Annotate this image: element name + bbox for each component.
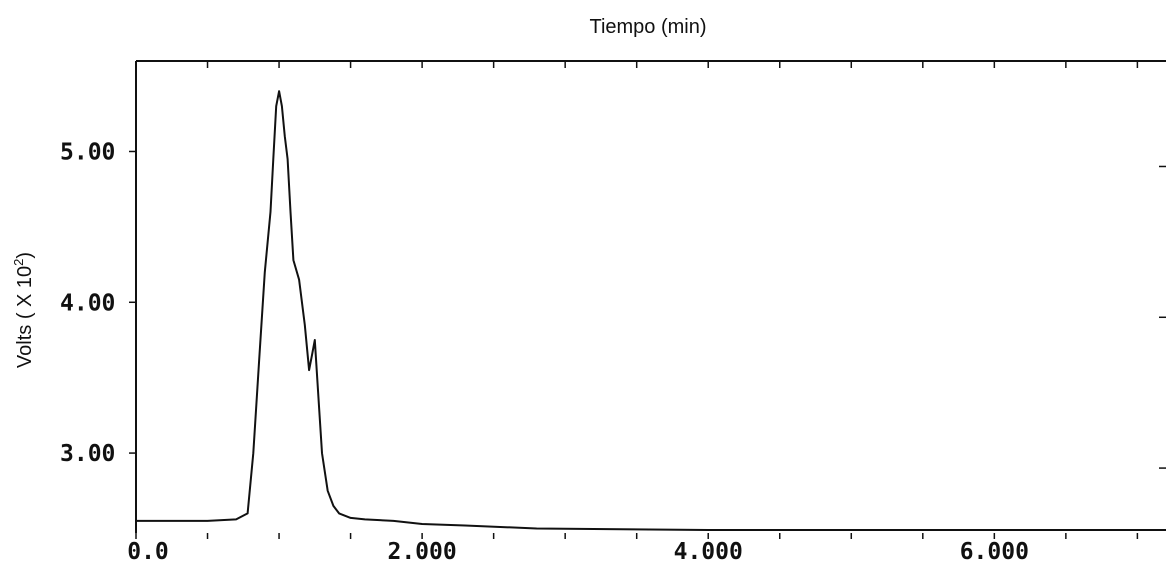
y-axis-title-close: ) bbox=[14, 252, 36, 259]
y-axis-title-exponent: 2 bbox=[11, 259, 26, 266]
x-tick-label: 6.000 bbox=[960, 539, 1029, 565]
x-tick-label: 2.000 bbox=[387, 539, 456, 565]
x-axis-ticks bbox=[135, 61, 1139, 539]
x-axis-tick-labels: 0.0 2.000 4.000 6.000 bbox=[127, 539, 1029, 565]
y-tick-label: 4.00 bbox=[60, 290, 115, 316]
signal-trace bbox=[136, 90, 1166, 531]
y-tick-label: 3.00 bbox=[60, 441, 115, 467]
y-axis-tick-labels: 3.00 4.00 5.00 bbox=[60, 139, 115, 467]
plot-frame bbox=[135, 60, 1166, 533]
y-axis-title: Volts ( X 102) bbox=[11, 252, 36, 368]
series-layer bbox=[136, 90, 1166, 531]
x-tick-label: 4.000 bbox=[674, 539, 743, 565]
y-axis-ticks bbox=[129, 150, 1166, 469]
y-tick-label: 5.00 bbox=[60, 139, 115, 165]
x-axis-title: Tiempo (min) bbox=[589, 16, 706, 38]
y-axis-title-main: Volts ( X 10 bbox=[14, 266, 36, 368]
x-tick-label: 0.0 bbox=[127, 539, 169, 565]
